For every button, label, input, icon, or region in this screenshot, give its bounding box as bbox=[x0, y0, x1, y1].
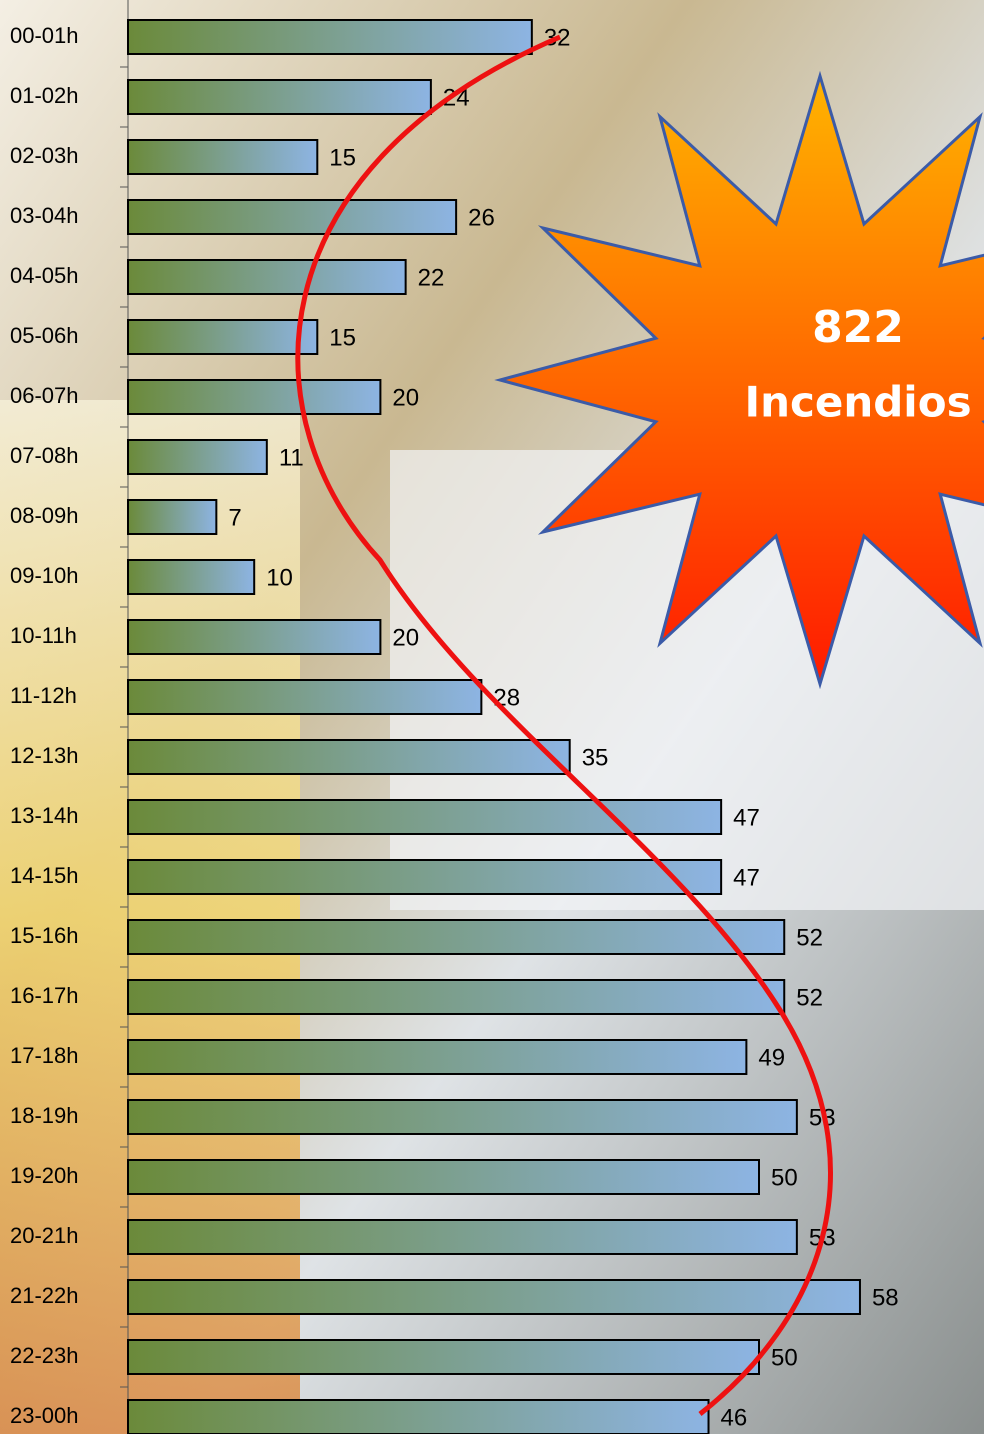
y-tick-label: 02-03h bbox=[10, 143, 79, 168]
bar bbox=[128, 140, 317, 174]
value-label: 47 bbox=[733, 864, 760, 891]
value-label: 26 bbox=[468, 204, 495, 231]
value-label: 50 bbox=[771, 1164, 798, 1191]
bar bbox=[128, 980, 784, 1014]
y-tick-label: 00-01h bbox=[10, 23, 79, 48]
y-tick-label: 16-17h bbox=[10, 983, 79, 1008]
value-label: 28 bbox=[493, 684, 520, 711]
value-label: 20 bbox=[392, 624, 419, 651]
value-label: 49 bbox=[758, 1044, 785, 1071]
value-label: 11 bbox=[279, 444, 304, 471]
y-tick-label: 06-07h bbox=[10, 383, 79, 408]
y-tick-label: 10-11h bbox=[10, 623, 77, 648]
bar bbox=[128, 860, 721, 894]
bar bbox=[128, 500, 216, 534]
value-label: 52 bbox=[796, 924, 823, 951]
y-tick-label: 23-00h bbox=[10, 1403, 79, 1428]
bar bbox=[128, 1160, 759, 1194]
y-tick-label: 17-18h bbox=[10, 1043, 79, 1068]
bar bbox=[128, 800, 721, 834]
bar bbox=[128, 680, 481, 714]
y-tick-label: 07-08h bbox=[10, 443, 79, 468]
bar bbox=[128, 1400, 709, 1434]
bar bbox=[128, 440, 267, 474]
value-label: 35 bbox=[582, 744, 609, 771]
y-tick-label: 01-02h bbox=[10, 83, 79, 108]
value-label: 7 bbox=[228, 504, 241, 531]
chart: 00-01h3201-02h2402-03h1503-04h2604-05h22… bbox=[0, 0, 984, 1434]
annotation-text: Incendios bbox=[744, 378, 971, 427]
y-tick-label: 05-06h bbox=[10, 323, 79, 348]
value-label: 47 bbox=[733, 804, 760, 831]
value-label: 15 bbox=[329, 144, 356, 171]
bar bbox=[128, 1280, 860, 1314]
bar bbox=[128, 200, 456, 234]
y-tick-label: 09-10h bbox=[10, 563, 79, 588]
y-tick-label: 04-05h bbox=[10, 263, 79, 288]
bar bbox=[128, 80, 431, 114]
value-label: 20 bbox=[392, 384, 419, 411]
y-tick-label: 11-12h bbox=[10, 683, 77, 708]
value-label: 52 bbox=[796, 984, 823, 1011]
y-tick-label: 13-14h bbox=[10, 803, 79, 828]
bar bbox=[128, 560, 254, 594]
y-tick-label: 20-21h bbox=[10, 1223, 79, 1248]
value-label: 58 bbox=[872, 1284, 899, 1311]
bar bbox=[128, 1220, 797, 1254]
bar bbox=[128, 620, 380, 654]
bar bbox=[128, 380, 380, 414]
background-fire bbox=[0, 400, 300, 1434]
value-label: 50 bbox=[771, 1344, 798, 1371]
value-label: 22 bbox=[418, 264, 445, 291]
value-label: 15 bbox=[329, 324, 356, 351]
y-tick-label: 19-20h bbox=[10, 1163, 79, 1188]
value-label: 46 bbox=[721, 1404, 748, 1431]
bar bbox=[128, 1340, 759, 1374]
y-tick-label: 22-23h bbox=[10, 1343, 79, 1368]
bar bbox=[128, 920, 784, 954]
y-tick-label: 12-13h bbox=[10, 743, 79, 768]
value-label: 10 bbox=[266, 564, 293, 591]
y-tick-label: 21-22h bbox=[10, 1283, 79, 1308]
annotation-number: 822 bbox=[812, 302, 904, 353]
bar bbox=[128, 1100, 797, 1134]
y-tick-label: 03-04h bbox=[10, 203, 79, 228]
y-tick-label: 18-19h bbox=[10, 1103, 79, 1128]
y-tick-label: 14-15h bbox=[10, 863, 79, 888]
bar bbox=[128, 1040, 746, 1074]
bar bbox=[128, 20, 532, 54]
bar bbox=[128, 740, 570, 774]
bar bbox=[128, 260, 406, 294]
y-tick-label: 08-09h bbox=[10, 503, 79, 528]
bar bbox=[128, 320, 317, 354]
y-tick-label: 15-16h bbox=[10, 923, 79, 948]
